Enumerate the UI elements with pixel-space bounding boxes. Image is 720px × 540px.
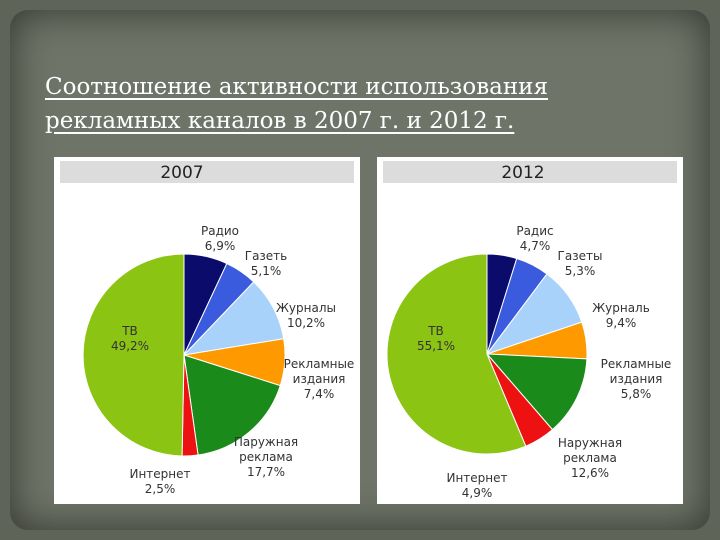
slice-label-тв-2012: ТВ 55,1% — [417, 324, 455, 353]
slice-label-тв-2007: ТВ 49,2% — [111, 324, 149, 353]
slide-title-line-2: рекламных каналов в 2007 г. и 2012 г. — [45, 108, 515, 134]
pie-slice-наружная-реклама-2012 — [485, 353, 588, 431]
slice-label-интернет-2012: Интернет 4,9% — [446, 471, 507, 500]
slice-label-интернет-2007: Интернет 2,5% — [129, 467, 190, 496]
pie-slice-паружная-реклама-2007 — [183, 354, 281, 456]
pie-chart-2007-svg: 2007 Радио 6,9%Газеть 5,1% Журналы 10,2% Рекла… — [60, 161, 355, 496]
pie-slice-тв-2012 — [386, 253, 527, 455]
slide-title: Соотношение активности использования рек… — [45, 70, 685, 138]
slice-label-газеты-2012: Газеты 5,3% — [558, 249, 603, 278]
slice-label-радио-2007: Радио 6,9% — [201, 224, 239, 253]
slice-label-рекламные-издания-2007: Рекламные издания 7,4% — [284, 357, 355, 401]
slice-label-газеть-2007: Газеть 5,1% — [245, 249, 288, 278]
slice-label-паружная-реклама-2007: Паружная реклама 17,7% — [234, 435, 298, 479]
chart-title-2012: 2012 — [501, 163, 544, 183]
slice-label-наружная-реклама-2012: Наружная реклама 12,6% — [558, 436, 622, 480]
chart-title-2007: 2007 — [160, 163, 203, 183]
slice-label-журналы-2007: Журналы 10,2% — [276, 301, 336, 330]
pie-chart-2007: 2007 Радио 6,9% Газеть 5,1% Журналы 10,2% Рекла… — [54, 157, 360, 504]
slice-label-радис-2012: Радис 4,7% — [516, 224, 553, 253]
slice-label-рекламные-издания-2012: Рекламные издания 5,8% — [601, 357, 672, 401]
year-header-2007 — [60, 161, 354, 183]
slide-title-line-1: Соотношение активности использования — [45, 74, 549, 100]
pie-chart-2012-svg: 2012 Радис 4,7%Газеты 5,3% Журналь 9,4% Реклам… — [383, 161, 677, 500]
year-header-2012 — [383, 161, 677, 183]
slice-label-журналь-2012: Журналь 9,4% — [592, 301, 650, 330]
pie-chart-2012: 2012 Радис 4,7% Газеты 5,3% Журналь 9,4% Реклам… — [377, 157, 683, 504]
pie-slice-тв-2007 — [82, 253, 185, 457]
